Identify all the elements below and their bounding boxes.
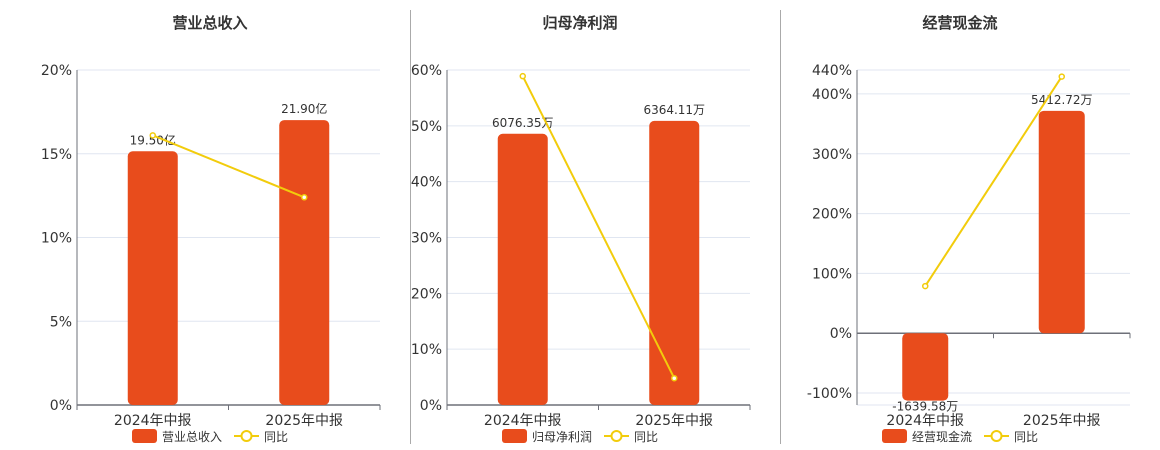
yoy-point <box>149 132 156 139</box>
y-tick-label: 15% <box>41 147 72 163</box>
bar-data-label: -1639.58万 <box>892 400 958 414</box>
legend-bar-label: 营业总收入 <box>162 430 222 444</box>
yoy-point <box>671 374 678 382</box>
yoy-point <box>519 72 526 80</box>
y-tick-label: 200% <box>812 207 852 223</box>
legend-bar-label: 归母净利润 <box>532 430 592 444</box>
bar <box>279 120 330 406</box>
y-tick-label: 40% <box>411 175 442 191</box>
legend-line-label: 同比 <box>1014 430 1038 444</box>
chart-title: 营业总收入 <box>172 14 247 32</box>
bar <box>649 120 700 405</box>
bar-data-label: 21.90亿 <box>281 101 327 116</box>
bar-data-label: 19.50亿 <box>130 132 176 147</box>
x-category-label: 2025年中报 <box>265 413 343 429</box>
legend-bar-swatch <box>502 429 527 443</box>
y-tick-label: 100% <box>812 266 852 282</box>
legend-bar-swatch <box>132 429 157 443</box>
yoy-line <box>152 134 305 199</box>
x-category-label: 2024年中报 <box>886 413 964 429</box>
legend-line-marker <box>610 430 623 442</box>
y-tick-label: 0% <box>50 398 72 414</box>
yoy-line <box>521 75 676 379</box>
chart-title: 归母净利润 <box>542 14 617 32</box>
y-tick-label: 60% <box>411 63 442 79</box>
legend-bar-label: 经营现金流 <box>912 429 972 444</box>
bar-data-label: 6076.35万 <box>492 116 554 130</box>
y-tick-label: -100% <box>807 386 852 402</box>
bar-data-label: 5412.72万 <box>1031 93 1093 107</box>
x-category-label: 2024年中报 <box>114 413 192 429</box>
y-tick-label: 30% <box>411 231 442 247</box>
yoy-point <box>1058 73 1065 80</box>
x-category-label: 2025年中报 <box>1023 413 1101 429</box>
chart-title: 经营现金流 <box>922 14 997 32</box>
y-tick-label: 20% <box>411 286 442 302</box>
bar <box>497 133 548 406</box>
chart-3: 经营现金流 -100% 0% 100% 200% 300% 400% 440% 2024年中报-… <box>807 14 1131 444</box>
y-tick-label: 0% <box>420 398 442 414</box>
chart-1: 营业总收入 0% 5% 10% 15% 20% 2024年中报 19.50亿 2025年中报 21… <box>41 14 381 444</box>
y-tick-label: 5% <box>50 314 72 330</box>
y-tick-label: 50% <box>411 119 442 135</box>
y-tick-label: 0% <box>830 326 852 342</box>
legend-bar-swatch <box>882 429 907 443</box>
y-tick-label: 400% <box>812 87 852 103</box>
y-tick-label: 10% <box>411 342 442 358</box>
y-tick-label: 10% <box>41 231 72 247</box>
bar <box>1038 110 1085 334</box>
yoy-point <box>301 194 308 201</box>
y-tick-label: 300% <box>812 147 852 163</box>
chart-2: 归母净利润 0% 10% 20% 30% 40% 50% 60% 2024年中报 6076.35万… <box>411 14 751 444</box>
yoy-line <box>924 76 1063 287</box>
y-tick-label: 440% <box>812 63 852 79</box>
bar <box>127 151 178 405</box>
yoy-point <box>922 282 929 290</box>
y-tick-label: 20% <box>41 63 72 79</box>
bar-data-label: 6364.11万 <box>643 103 705 117</box>
legend-line-label: 同比 <box>634 430 658 444</box>
legend-line-marker <box>240 430 253 442</box>
legend-line-label: 同比 <box>264 430 288 444</box>
bar <box>902 333 949 401</box>
x-category-label: 2024年中报 <box>484 413 562 429</box>
legend-line-marker <box>990 430 1003 442</box>
x-category-label: 2025年中报 <box>635 413 713 429</box>
